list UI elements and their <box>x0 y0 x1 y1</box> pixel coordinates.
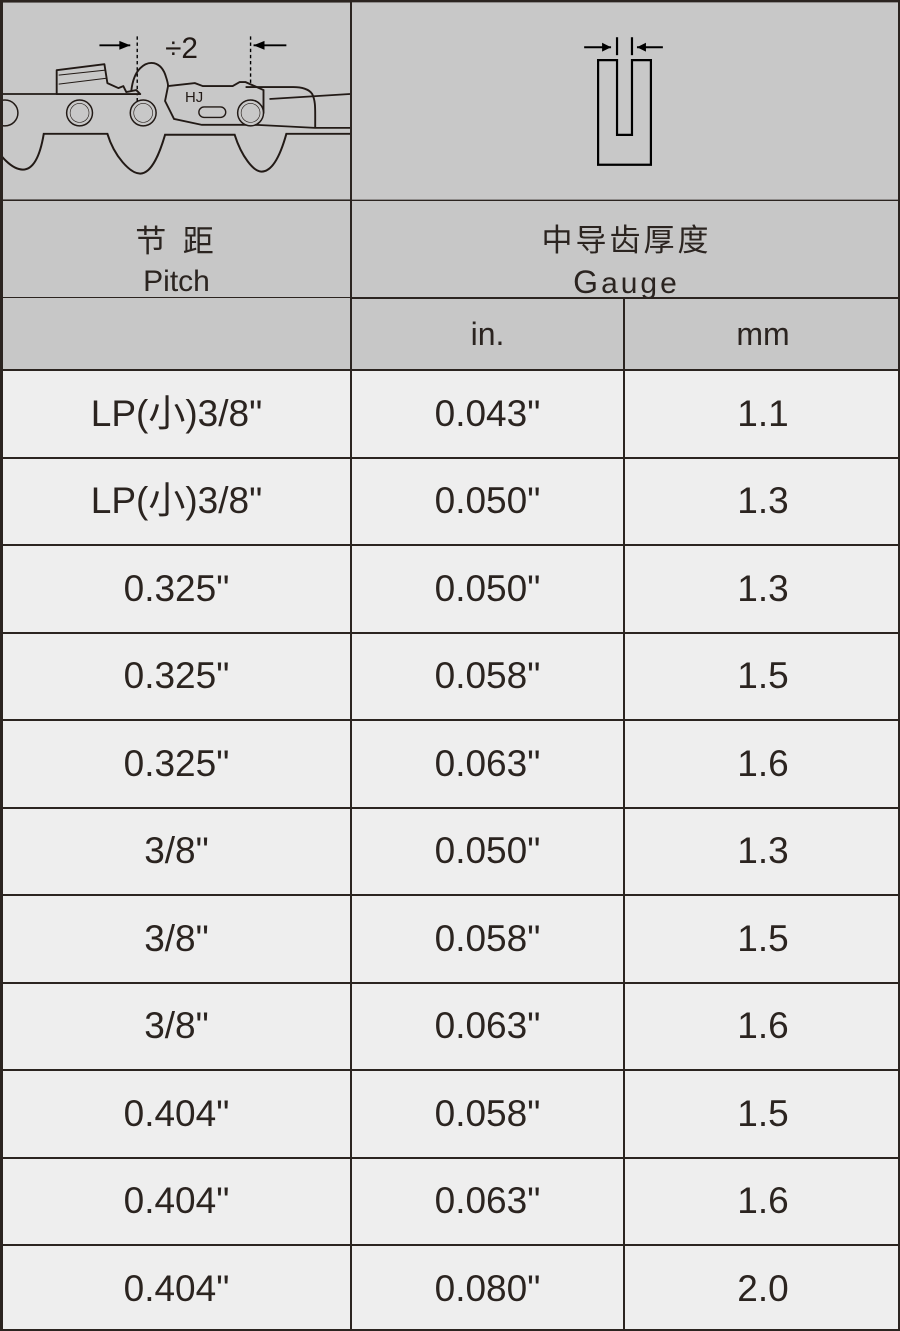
svg-text:÷2: ÷2 <box>165 32 198 65</box>
svg-text:HJ: HJ <box>185 90 203 106</box>
